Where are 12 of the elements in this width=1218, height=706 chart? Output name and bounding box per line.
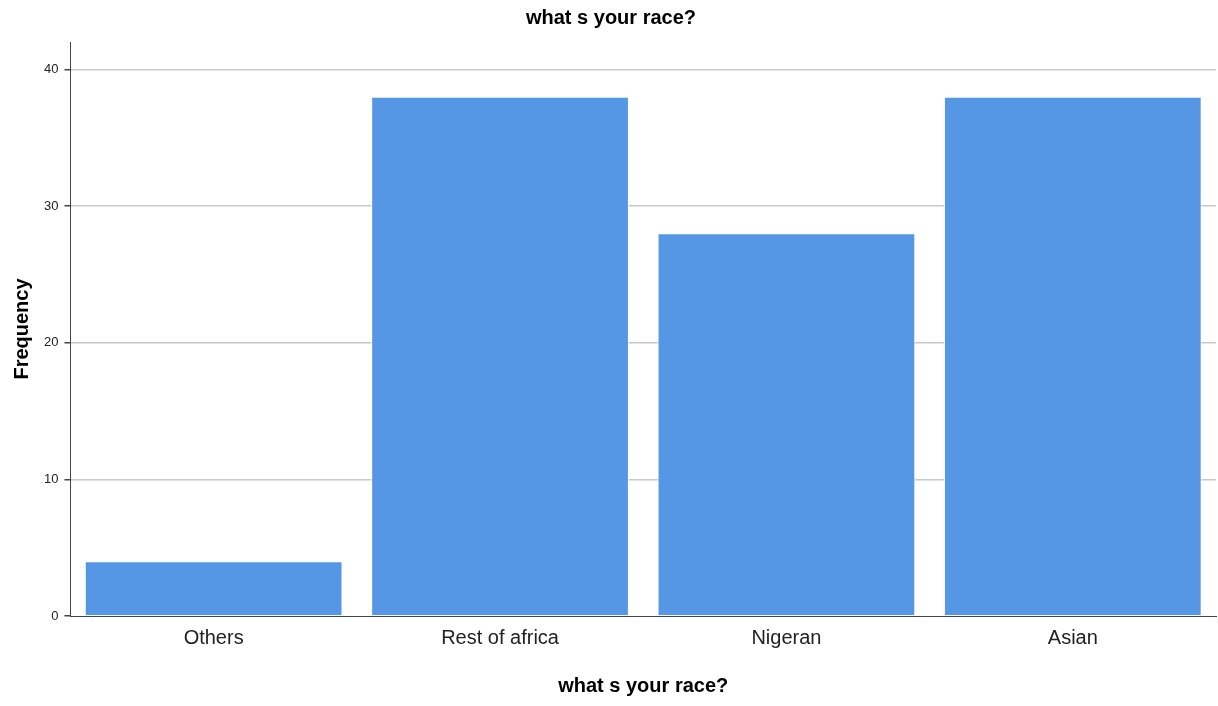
x-axis-title: what s your race? xyxy=(557,673,729,696)
y-tick-label: 30 xyxy=(43,197,59,213)
chart-title: what s your race? xyxy=(524,5,697,28)
x-tick-label: Nigeran xyxy=(751,625,822,648)
y-tick-label: 0 xyxy=(51,607,59,623)
y-tick-label: 40 xyxy=(43,60,59,76)
y-axis-title: Frequency xyxy=(9,277,32,380)
x-tick-label: Asian xyxy=(1047,625,1098,648)
x-tick-label: Rest of africa xyxy=(441,625,560,648)
x-tick-label: Others xyxy=(183,625,244,648)
y-tick-label: 10 xyxy=(43,470,59,486)
y-tick-label: 20 xyxy=(43,334,59,350)
